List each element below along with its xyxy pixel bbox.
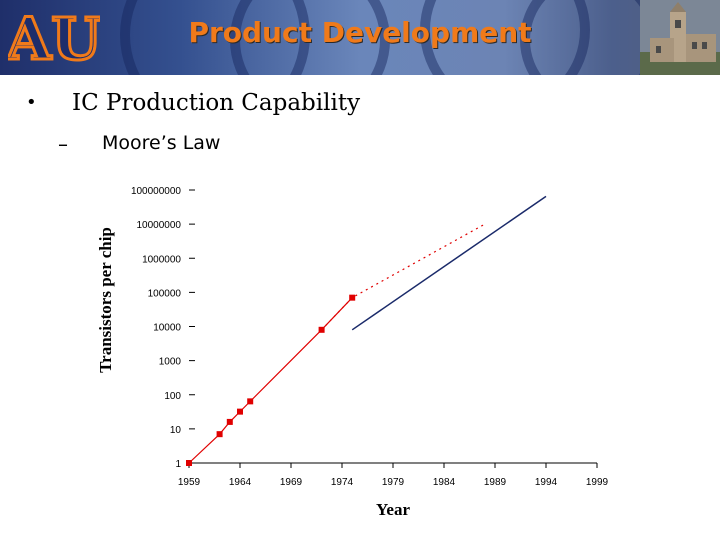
sub-bullet-moores-law: Moore’s Law — [102, 132, 221, 154]
y-tick-label: 1 — [175, 459, 181, 470]
x-tick-label: 1994 — [535, 477, 558, 488]
data-point-marker — [349, 294, 356, 301]
svg-text:AU: AU — [8, 5, 100, 67]
banner-swirl-decoration — [230, 0, 390, 75]
data-point-marker — [186, 460, 192, 466]
series-line-1 — [188, 297, 353, 464]
series-line-2 — [321, 223, 486, 331]
y-tick-label: 1000000 — [142, 254, 181, 265]
y-tick-label: 10000000 — [137, 220, 182, 231]
x-tick-label: 1979 — [382, 477, 405, 488]
y-tick-label: 1000 — [159, 357, 182, 368]
data-point-marker — [216, 431, 223, 438]
sub-bullet-marker: – — [58, 132, 68, 156]
x-tick-label: 1959 — [178, 477, 201, 488]
y-axis-title: Transistors per chip — [96, 227, 115, 373]
data-point-marker — [247, 398, 254, 405]
y-tick-label: 100 — [164, 391, 181, 402]
campus-tower-image — [640, 0, 720, 75]
bullet-ic-production: IC Production Capability — [72, 90, 361, 116]
data-point-marker — [226, 418, 233, 425]
auburn-au-logo: AU — [8, 5, 100, 67]
x-tick-label: 1999 — [586, 477, 609, 488]
y-tick-label: 10 — [170, 425, 182, 436]
x-tick-label: 1969 — [280, 477, 303, 488]
x-tick-label: 1964 — [229, 477, 252, 488]
y-tick-label: 100000000 — [131, 186, 181, 197]
x-tick-label: 1984 — [433, 477, 456, 488]
slide-title: Product Development — [188, 16, 532, 49]
series-line-3 — [351, 195, 547, 331]
x-axis-title: Year — [376, 500, 410, 519]
x-tick-label: 1974 — [331, 477, 354, 488]
y-tick-label: 10000 — [153, 323, 181, 334]
y-tick-label: 100000 — [148, 288, 182, 299]
bullet-marker: • — [26, 92, 37, 113]
x-tick-label: 1989 — [484, 477, 507, 488]
title-banner: AU Product Development — [0, 0, 720, 75]
data-point-marker — [237, 408, 243, 415]
